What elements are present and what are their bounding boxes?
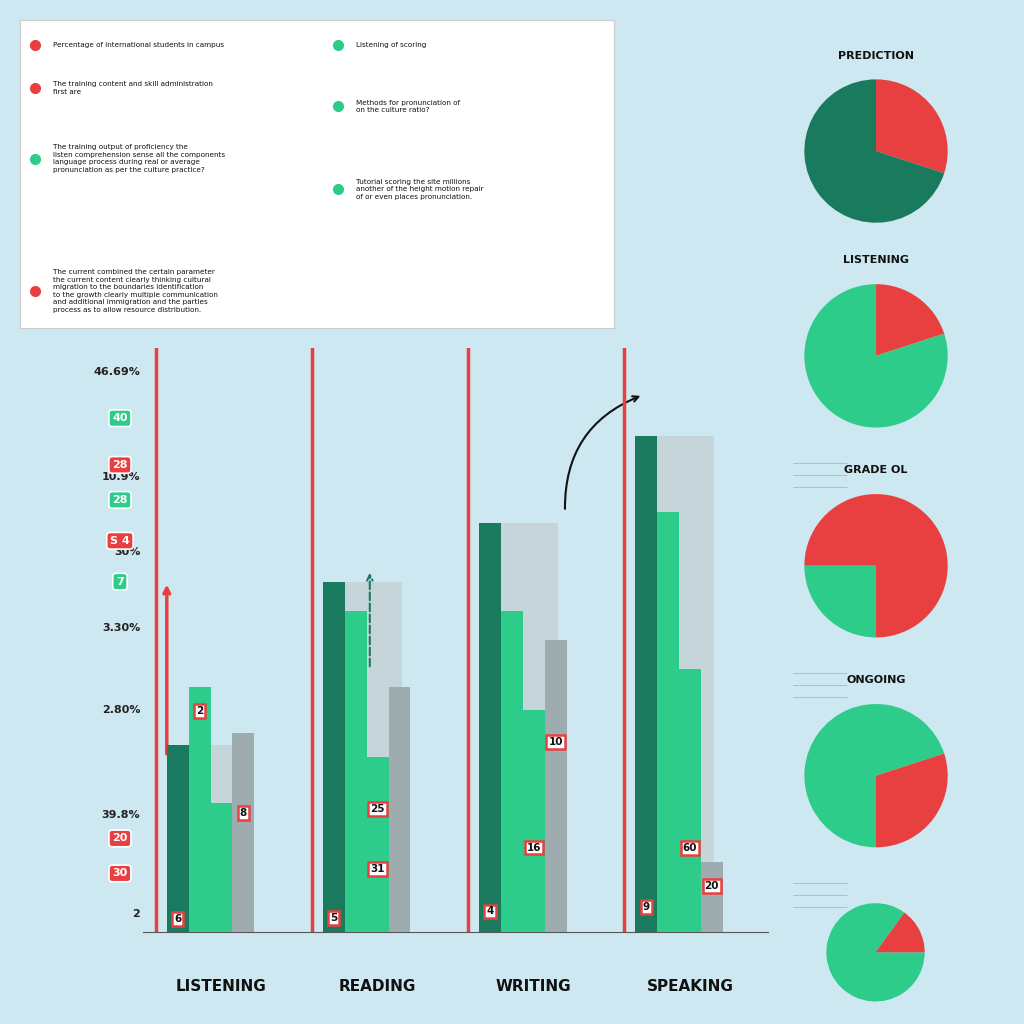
- Text: 20: 20: [705, 882, 719, 891]
- Wedge shape: [876, 754, 947, 848]
- Bar: [345, 610, 367, 932]
- Bar: [644, 436, 714, 932]
- Text: The training content and skill administration
first are: The training content and skill administr…: [53, 81, 213, 95]
- Title: LISTENING: LISTENING: [843, 255, 909, 265]
- Bar: [657, 512, 679, 932]
- Wedge shape: [804, 565, 876, 637]
- Text: READING: READING: [339, 979, 417, 993]
- Text: Methods for pronunciation of
on the culture ratio?: Methods for pronunciation of on the cult…: [356, 99, 460, 114]
- Text: ─────────────────: ─────────────────: [792, 696, 847, 701]
- Text: 2: 2: [132, 909, 140, 920]
- Text: The current combined the certain parameter
the current content clearly thinking : The current combined the certain paramet…: [53, 269, 218, 312]
- Text: ─────────────────: ─────────────────: [792, 462, 847, 467]
- Title: PREDICTION: PREDICTION: [838, 50, 914, 60]
- Wedge shape: [876, 80, 947, 173]
- Bar: [388, 687, 411, 932]
- Title: GRADE OL: GRADE OL: [845, 465, 907, 475]
- Text: 40: 40: [113, 414, 128, 423]
- Wedge shape: [805, 495, 947, 637]
- Bar: [323, 582, 345, 932]
- Text: 10.9%: 10.9%: [101, 472, 140, 481]
- Text: ─────────────────: ─────────────────: [792, 474, 847, 479]
- Text: 6: 6: [174, 913, 181, 924]
- Text: 9: 9: [643, 902, 650, 912]
- Bar: [367, 757, 388, 932]
- Bar: [167, 745, 188, 932]
- Text: 4: 4: [486, 906, 494, 916]
- Text: ─────────────────: ─────────────────: [792, 486, 847, 492]
- Bar: [700, 862, 723, 932]
- Text: 31: 31: [371, 864, 385, 873]
- Bar: [545, 640, 566, 932]
- Text: 5: 5: [331, 912, 338, 923]
- Wedge shape: [805, 80, 944, 222]
- Wedge shape: [805, 705, 944, 848]
- Text: ─────────────────: ─────────────────: [792, 882, 847, 887]
- Text: Percentage of international students in campus: Percentage of international students in …: [53, 42, 224, 48]
- Text: Listening of scoring: Listening of scoring: [356, 42, 426, 48]
- Bar: [188, 687, 211, 932]
- Text: LISTENING: LISTENING: [176, 979, 267, 993]
- Text: 2.80%: 2.80%: [101, 706, 140, 715]
- Wedge shape: [826, 903, 925, 1001]
- Text: 39.8%: 39.8%: [101, 810, 140, 820]
- Text: S 4: S 4: [110, 536, 130, 546]
- Text: 8: 8: [240, 808, 247, 818]
- Text: 28: 28: [113, 460, 128, 470]
- Bar: [332, 582, 401, 932]
- Text: The training output of proficiency the
listen comprehension sense all the compon: The training output of proficiency the l…: [53, 144, 225, 173]
- Bar: [523, 710, 545, 932]
- Text: 16: 16: [526, 843, 541, 853]
- Text: 30%: 30%: [114, 548, 140, 557]
- Text: 2: 2: [196, 707, 203, 716]
- Text: ─────────────────: ─────────────────: [792, 684, 847, 689]
- Bar: [211, 804, 232, 932]
- Text: WRITING: WRITING: [496, 979, 571, 993]
- Bar: [679, 670, 700, 932]
- Text: 46.69%: 46.69%: [93, 367, 140, 377]
- Text: 25: 25: [371, 804, 385, 814]
- Bar: [175, 745, 246, 932]
- Text: ─────────────────: ─────────────────: [792, 906, 847, 911]
- Text: Tutorial scoring the site millions
another of the height motion repair
of or eve: Tutorial scoring the site millions anoth…: [356, 179, 483, 200]
- Text: 7: 7: [116, 577, 124, 587]
- Text: 30: 30: [113, 868, 128, 879]
- Bar: [232, 733, 254, 932]
- Text: ─────────────────: ─────────────────: [792, 672, 847, 677]
- Text: ─────────────────: ─────────────────: [792, 894, 847, 899]
- Text: 3.30%: 3.30%: [102, 624, 140, 633]
- Bar: [487, 523, 558, 932]
- Wedge shape: [876, 284, 944, 356]
- Bar: [479, 523, 501, 932]
- Bar: [635, 436, 657, 932]
- Bar: [501, 610, 523, 932]
- Wedge shape: [805, 284, 948, 428]
- Text: 10: 10: [549, 737, 563, 748]
- Text: 20: 20: [113, 834, 128, 844]
- Text: 60: 60: [683, 843, 697, 853]
- Text: 28: 28: [113, 495, 128, 505]
- Title: ONGOING: ONGOING: [846, 675, 906, 685]
- Text: SPEAKING: SPEAKING: [646, 979, 733, 993]
- Wedge shape: [876, 912, 925, 952]
